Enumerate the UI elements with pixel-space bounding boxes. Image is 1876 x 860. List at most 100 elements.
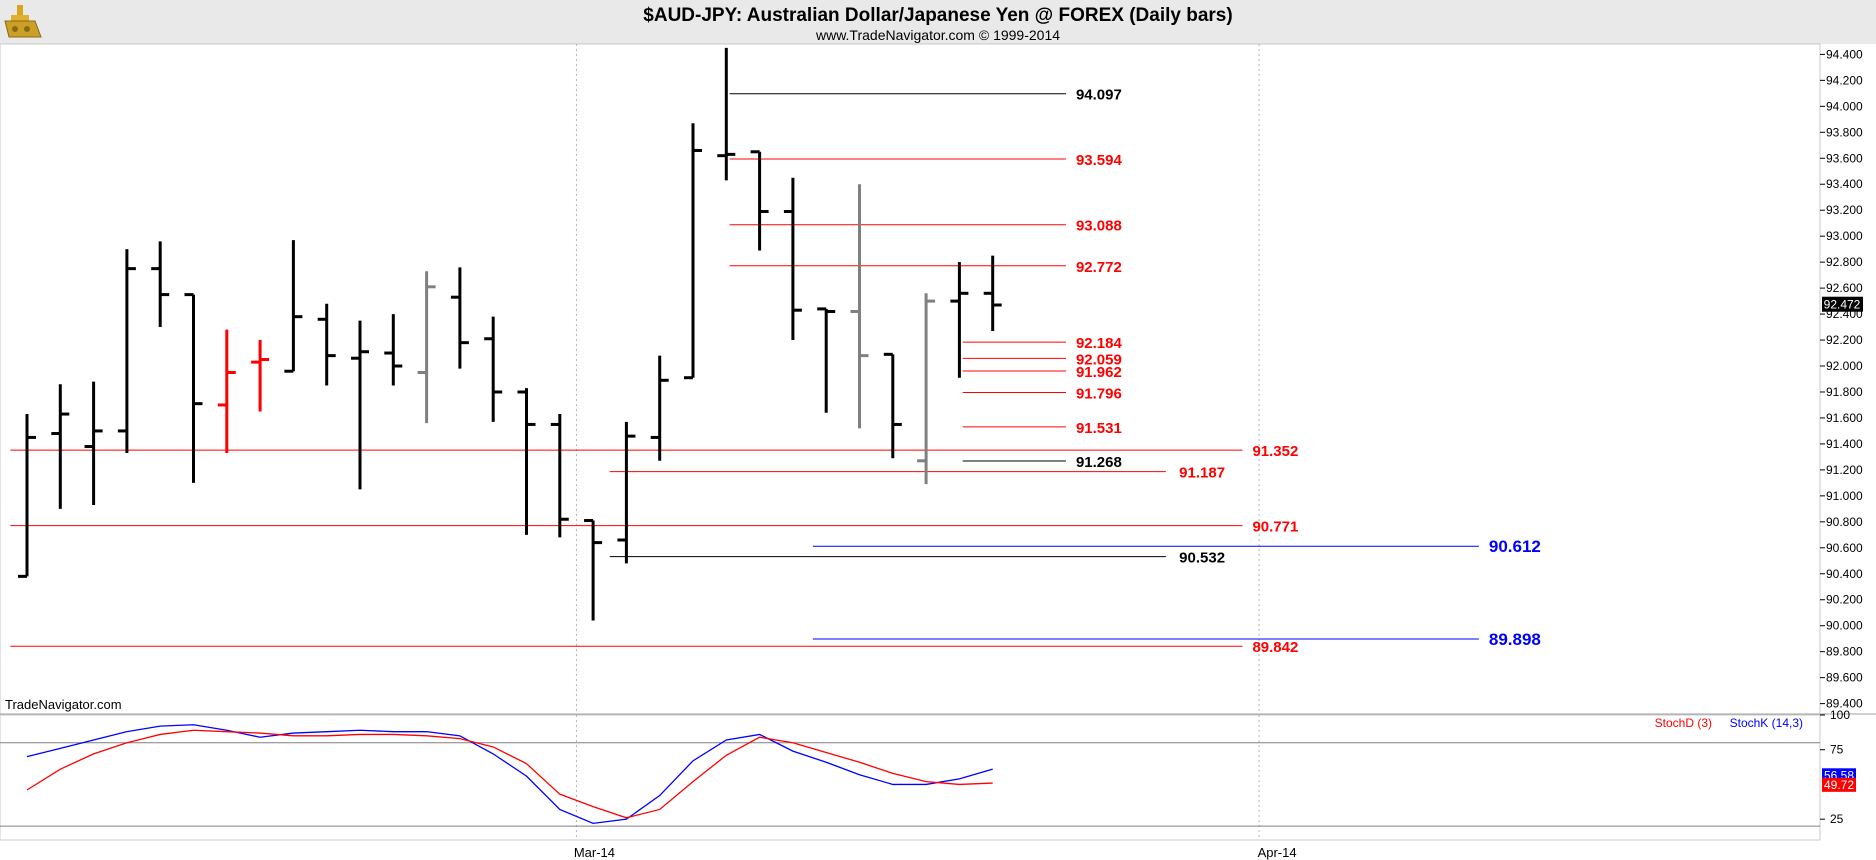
ohlc-bar-28: [950, 262, 969, 378]
level-label-12: 90.771: [1252, 519, 1298, 536]
time-axis: Mar-14 Apr-14: [574, 845, 1297, 860]
stoch-tick-label-1: 75: [1830, 743, 1844, 757]
price-tick-label-3: 93.800: [1826, 125, 1863, 139]
price-tick-label-1: 94.200: [1826, 73, 1863, 87]
ohlc-bar-12: [417, 271, 436, 424]
ohlc-bar-1: [51, 384, 70, 509]
price-tick-label-24: 89.600: [1826, 671, 1863, 685]
ohlc-bar-3: [117, 249, 136, 454]
price-tick-label-4: 93.600: [1826, 151, 1863, 165]
price-tick-label-13: 91.800: [1826, 385, 1863, 399]
stoch-line-0: [26, 724, 993, 824]
level-label-15: 89.898: [1489, 630, 1541, 649]
ohlc-bar-20: [684, 123, 702, 380]
stoch-badge-box-1: [1822, 777, 1856, 792]
ohlc-bar-24: [817, 307, 836, 413]
ohlc-bar-25: [850, 184, 869, 429]
ohlc-bar-27: [917, 293, 936, 485]
price-tick-label-7: 93.000: [1826, 229, 1863, 243]
level-label-14: 90.532: [1179, 550, 1225, 567]
ohlc-bar-15: [517, 388, 536, 535]
level-label-0: 94.097: [1076, 87, 1122, 104]
level-label-2: 93.088: [1076, 218, 1122, 235]
price-tick-label-8: 92.800: [1826, 255, 1863, 269]
x-tick-label-1: Apr-14: [1258, 845, 1297, 860]
ohlc-bar-6: [217, 329, 236, 454]
level-label-9: 91.352: [1252, 443, 1298, 460]
ohlc-bar-0: [18, 414, 36, 578]
ohlc-bar-16: [550, 414, 569, 538]
ohlc-bar-11: [384, 314, 403, 386]
price-tick-label-14: 91.600: [1826, 411, 1863, 425]
stoch-tick-label-2: 25: [1830, 812, 1844, 826]
x-gridlines: [575, 44, 1260, 714]
price-tick-label-22: 90.000: [1826, 619, 1863, 633]
last-price-box: [1822, 296, 1863, 312]
price-tick-label-2: 94.000: [1826, 99, 1863, 113]
trade-navigator-logo-icon: [4, 5, 42, 38]
stochastic-panel-frame: [0, 714, 1821, 841]
last-price-badge: 92.472: [1822, 296, 1863, 312]
level-label-10: 91.268: [1076, 454, 1122, 471]
ohlc-bar-14: [484, 316, 503, 422]
price-tick-label-19: 90.600: [1826, 541, 1863, 555]
ohlc-bar-18: [617, 421, 636, 564]
stochastic-reference-lines: [0, 742, 1820, 827]
price-tick-label-18: 90.800: [1826, 515, 1863, 529]
ohlc-bar-8: [284, 240, 303, 373]
level-label-13: 90.612: [1489, 537, 1541, 556]
ohlc-bar-4: [151, 241, 170, 328]
ohlc-bar-21: [717, 47, 736, 181]
price-tick-label-5: 93.400: [1826, 177, 1863, 191]
price-tick-label-23: 89.800: [1826, 645, 1863, 659]
price-tick-label-0: 94.400: [1826, 47, 1863, 61]
ohlc-bar-5: [184, 293, 203, 483]
level-label-1: 93.594: [1076, 152, 1123, 169]
stochastic-lines: [26, 724, 993, 824]
price-axis: 94.400 94.200 94.000 93.800 93.600 93.400 93.2…: [1820, 47, 1863, 711]
price-tick-label-21: 90.200: [1826, 593, 1863, 607]
level-label-5: 92.059: [1076, 351, 1122, 368]
header-bar: [0, 0, 1876, 44]
ohlc-bar-13: [450, 267, 469, 369]
price-tick-label-11: 92.200: [1826, 333, 1863, 347]
price-tick-label-20: 90.400: [1826, 567, 1863, 581]
fibonacci-levels: 94.097 93.594 93.088 92.772 92.18492.05991.9…: [10, 87, 1541, 656]
last-price-label: 92.472: [1824, 298, 1861, 312]
level-label-3: 92.772: [1076, 259, 1122, 276]
ohlc-bar-19: [650, 355, 669, 461]
level-label-8: 91.531: [1076, 420, 1122, 437]
level-label-11: 91.187: [1179, 465, 1225, 482]
legend-stochk: StochK (14,3): [1730, 716, 1803, 730]
ohlc-bars: [18, 47, 1002, 621]
x-tick-label-0: Mar-14: [574, 845, 615, 860]
chart-subtitle: www.TradeNavigator.com © 1999-2014: [815, 27, 1060, 43]
ohlc-bar-29: [983, 255, 1002, 331]
price-tick-label-12: 92.000: [1826, 359, 1863, 373]
chart-title: $AUD-JPY: Australian Dollar/Japanese Yen…: [643, 5, 1232, 26]
price-tick-label-6: 93.200: [1826, 203, 1863, 217]
level-label-7: 91.796: [1076, 386, 1122, 403]
price-tick-label-9: 92.600: [1826, 281, 1863, 295]
stoch-line-1: [26, 729, 993, 819]
price-tick-label-25: 89.400: [1826, 697, 1863, 711]
stochastic-axis: 100 75 25: [1820, 708, 1850, 826]
level-label-16: 89.842: [1252, 639, 1298, 656]
price-tick-label-17: 91.000: [1826, 489, 1863, 503]
ohlc-bar-23: [783, 177, 802, 341]
ohlc-bar-22: [750, 150, 769, 251]
price-tick-label-16: 91.200: [1826, 463, 1863, 477]
ohlc-bar-17: [584, 519, 603, 621]
ohlc-bar-9: [317, 303, 336, 386]
ohlc-bar-7: [251, 340, 270, 412]
stoch-tick-label-0: 100: [1830, 708, 1850, 722]
level-label-4: 92.184: [1076, 335, 1123, 352]
price-tick-label-15: 91.400: [1826, 437, 1863, 451]
stochastic-x-gridlines: [575, 715, 1260, 840]
ohlc-bar-26: [883, 352, 902, 459]
stoch-badge-label-1: 49.72: [1824, 778, 1854, 792]
